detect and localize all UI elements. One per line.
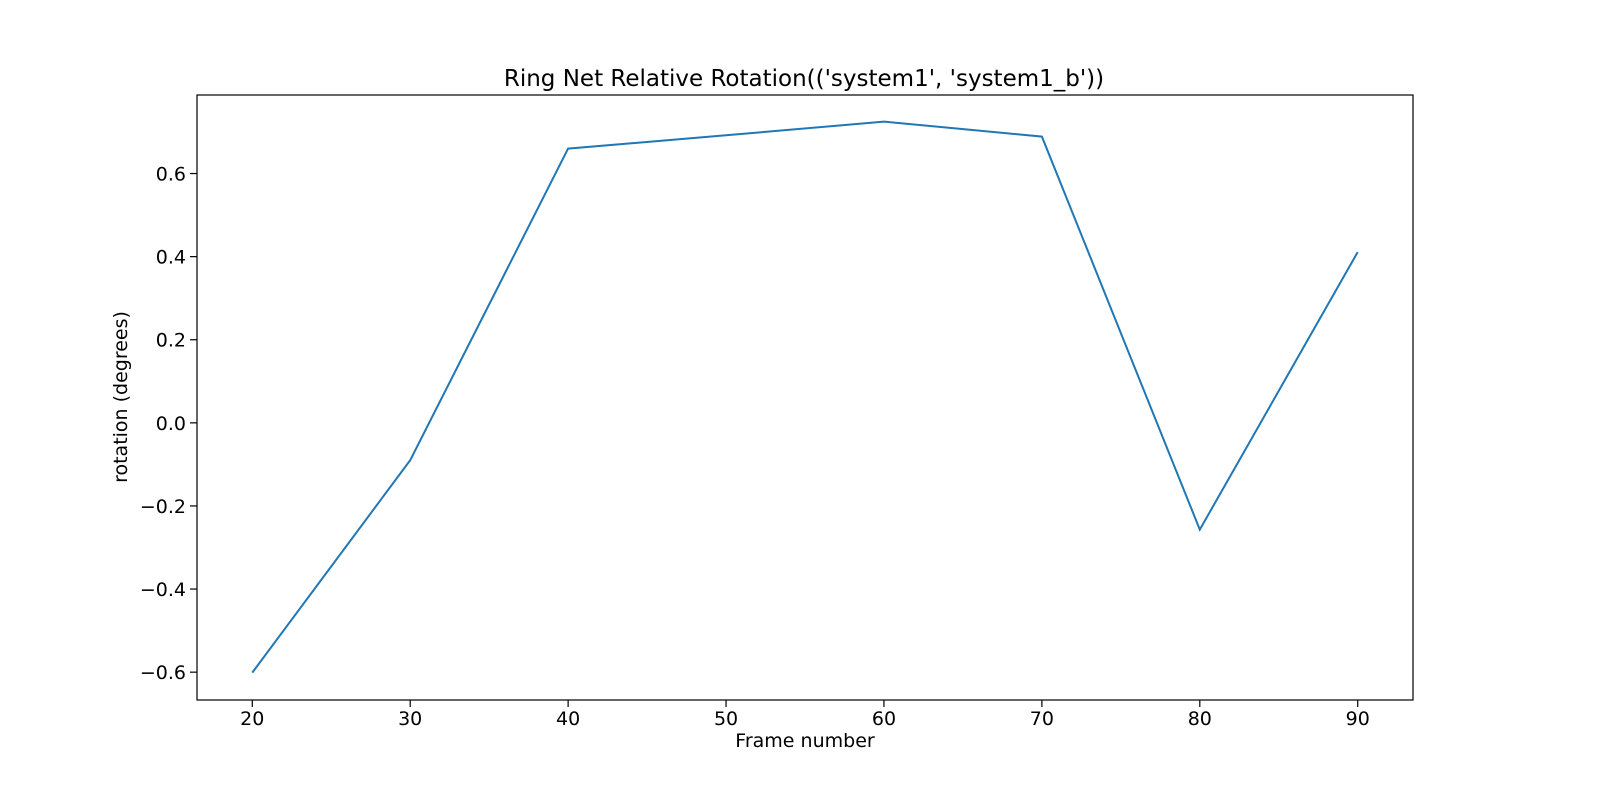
plot-frame [196, 94, 1414, 701]
x-tick-label: 60 [872, 708, 896, 730]
y-tick-label: 0.6 [156, 164, 186, 186]
x-tick-label: 30 [398, 708, 422, 730]
x-axis-title: Frame number [735, 730, 875, 752]
x-tick-label: 50 [714, 708, 738, 730]
chart-title: Ring Net Relative Rotation(('system1', '… [504, 66, 1104, 92]
y-tick-label: 0.2 [156, 330, 186, 352]
axis-ticks: 20 30 40 50 60 70 80 90 −0.6 −0.4 −0.2 0.0 0.2 0.4 0.6 [140, 164, 1370, 730]
series-line [251, 120, 1359, 674]
y-axis-title: rotation (degrees) [110, 311, 132, 483]
x-tick-label: 80 [1188, 708, 1212, 730]
x-tick-label: 90 [1346, 708, 1370, 730]
y-tick-label: 0.4 [156, 247, 186, 269]
x-tick-label: 70 [1030, 708, 1054, 730]
x-tick-label: 40 [556, 708, 580, 730]
y-tick-label: 0.0 [156, 413, 186, 435]
y-tick-label: −0.4 [140, 579, 186, 601]
x-tick-label: 20 [240, 708, 264, 730]
y-tick-label: −0.6 [140, 662, 186, 684]
y-tick-label: −0.2 [140, 496, 186, 518]
